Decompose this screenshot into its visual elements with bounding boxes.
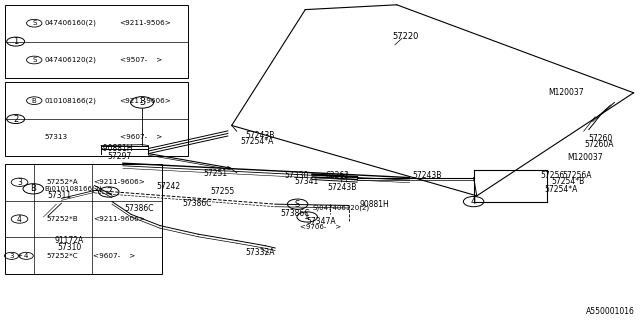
Text: <9211-9606>: <9211-9606> bbox=[93, 179, 145, 185]
Text: 047406120(2): 047406120(2) bbox=[45, 57, 97, 63]
Text: 4: 4 bbox=[17, 214, 22, 224]
Text: A550001016: A550001016 bbox=[586, 307, 635, 316]
Text: 57252*A: 57252*A bbox=[47, 179, 79, 185]
Text: 57243B: 57243B bbox=[245, 131, 275, 140]
Text: 57255: 57255 bbox=[210, 187, 234, 196]
Text: 4: 4 bbox=[471, 197, 476, 206]
Text: 57256A: 57256A bbox=[562, 171, 591, 180]
Text: 57260: 57260 bbox=[589, 134, 613, 143]
Text: 57313: 57313 bbox=[45, 134, 68, 140]
Text: 57311: 57311 bbox=[47, 191, 72, 200]
Text: 047406160(2): 047406160(2) bbox=[45, 20, 97, 27]
Text: 3: 3 bbox=[9, 253, 14, 259]
Text: S: S bbox=[32, 57, 36, 63]
Text: 57330: 57330 bbox=[285, 171, 309, 180]
Text: 57254*A: 57254*A bbox=[241, 137, 274, 146]
Text: 57341: 57341 bbox=[294, 177, 319, 186]
Text: 57243B: 57243B bbox=[413, 171, 442, 180]
FancyBboxPatch shape bbox=[5, 5, 188, 78]
Text: 57252*B: 57252*B bbox=[47, 216, 79, 222]
Text: S: S bbox=[295, 200, 300, 209]
Text: 57260A: 57260A bbox=[584, 140, 614, 149]
Text: -90881H: -90881H bbox=[101, 144, 134, 153]
Text: <9211-9506>: <9211-9506> bbox=[120, 20, 172, 26]
Text: 2: 2 bbox=[106, 188, 111, 196]
Text: 1: 1 bbox=[13, 37, 19, 46]
Text: 57256: 57256 bbox=[541, 171, 565, 180]
Text: 57310: 57310 bbox=[58, 243, 82, 252]
Text: 57386C: 57386C bbox=[125, 204, 154, 213]
Text: 3: 3 bbox=[17, 178, 22, 187]
Text: 1: 1 bbox=[305, 212, 310, 221]
Text: M120037: M120037 bbox=[568, 153, 604, 162]
Text: <9211-9606>: <9211-9606> bbox=[93, 216, 145, 222]
Text: 57386C: 57386C bbox=[280, 209, 310, 218]
Text: 57251: 57251 bbox=[204, 169, 228, 178]
Text: <9607-    >: <9607- > bbox=[93, 253, 136, 259]
Text: 57242: 57242 bbox=[157, 182, 181, 191]
Text: 57254*B: 57254*B bbox=[552, 177, 585, 186]
Text: 57386C: 57386C bbox=[182, 199, 212, 208]
Text: 62262: 62262 bbox=[325, 171, 349, 180]
Text: 4: 4 bbox=[24, 253, 28, 259]
Text: 3: 3 bbox=[139, 97, 145, 108]
Text: M120037: M120037 bbox=[548, 88, 584, 97]
Text: 57254*A: 57254*A bbox=[544, 185, 577, 194]
Text: 57347A: 57347A bbox=[306, 217, 335, 226]
Text: <9607-    >: <9607- > bbox=[120, 134, 162, 140]
Text: 57332A: 57332A bbox=[245, 248, 275, 257]
Text: B: B bbox=[32, 98, 36, 104]
Text: 90881H: 90881H bbox=[360, 200, 389, 209]
Text: B)010108166(2): B)010108166(2) bbox=[45, 186, 102, 192]
Text: 91172A: 91172A bbox=[54, 236, 84, 245]
Text: B: B bbox=[30, 184, 36, 193]
Text: 57297: 57297 bbox=[108, 152, 132, 161]
Text: S: S bbox=[32, 20, 36, 26]
Text: 57220: 57220 bbox=[392, 32, 419, 41]
FancyBboxPatch shape bbox=[5, 164, 162, 274]
Text: <9211-9606>: <9211-9606> bbox=[120, 98, 172, 104]
Text: 010108166(2): 010108166(2) bbox=[45, 97, 97, 104]
FancyBboxPatch shape bbox=[5, 82, 188, 156]
Text: 2: 2 bbox=[13, 115, 19, 124]
Text: S)047406120(2): S)047406120(2) bbox=[312, 205, 369, 211]
Text: <9507-    >: <9507- > bbox=[120, 57, 162, 63]
Text: 57243B: 57243B bbox=[328, 183, 357, 192]
Text: 57252*C: 57252*C bbox=[47, 253, 79, 259]
Text: +: + bbox=[16, 253, 22, 259]
Text: <9706-    >: <9706- > bbox=[300, 224, 340, 230]
